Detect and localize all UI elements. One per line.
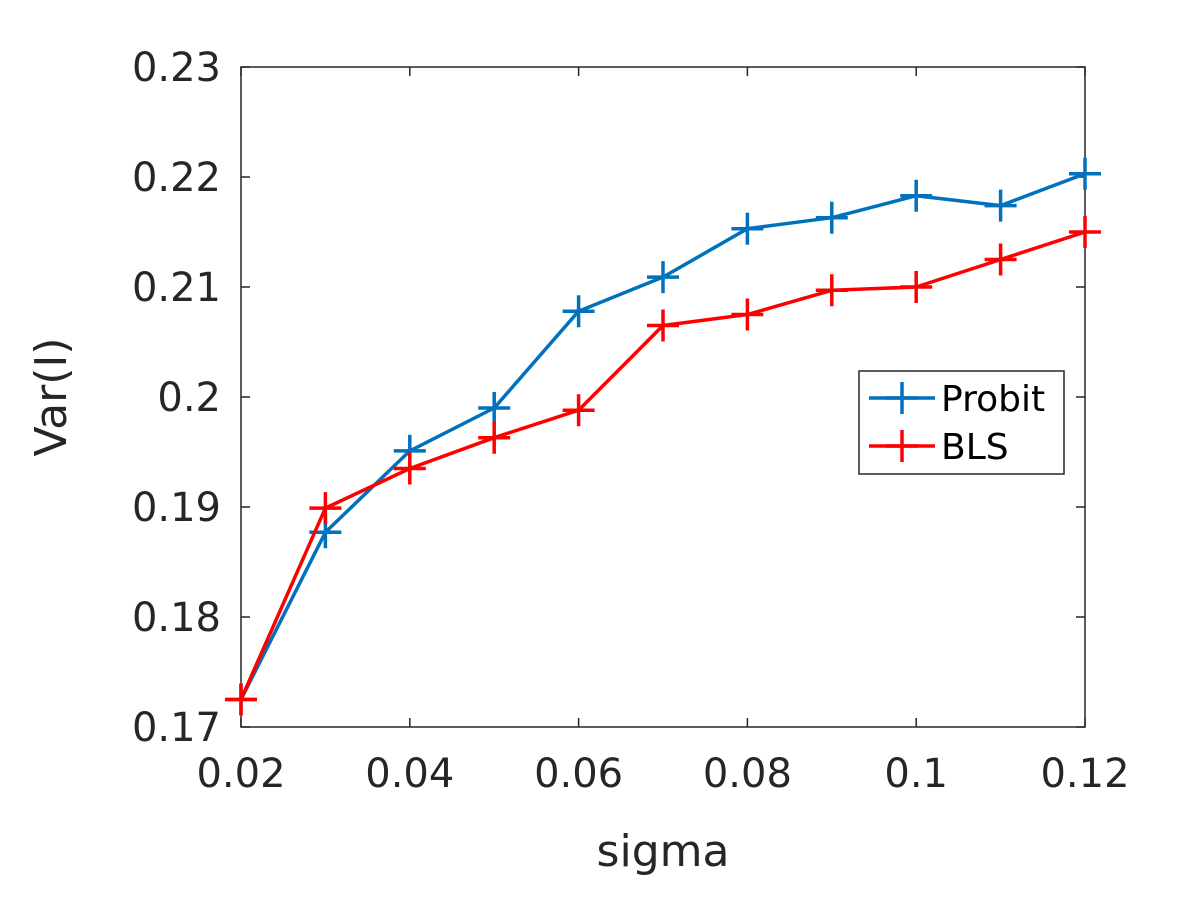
data-point [562,295,595,328]
y-tick-label: 0.22 [132,155,221,201]
data-point [225,683,257,716]
x-tick-label: 0.12 [1040,751,1129,797]
legend-box [858,370,1065,475]
y-tick-label: 0.17 [132,705,221,751]
x-axis: 0.02 0.04 0.06 0.08 0.1 0.12 [196,67,1130,797]
x-axis-title: sigma [597,826,730,877]
legend: Probit BLS [858,370,1065,475]
x-tick-label: 0.08 [703,751,792,797]
x-tick-label: 0.02 [196,751,285,797]
y-axis-title: Var(I) [26,337,77,456]
x-tick-label: 0.04 [365,751,454,797]
data-point [478,421,511,454]
data-point [1069,157,1101,190]
data-point [562,394,595,427]
data-point [984,189,1017,222]
y-axis: 0.17 0.18 0.19 0.2 0.21 0.22 0.23 [132,45,1085,751]
y-tick-label: 0.21 [132,265,221,311]
data-point [900,271,933,303]
series-bls [225,216,1101,716]
y-tick-label: 0.23 [132,45,221,91]
legend-label: BLS [941,427,1009,468]
y-tick-label: 0.19 [132,485,221,531]
legend-marker [886,430,918,462]
legend-item-probit: Probit [869,379,1045,420]
data-point [393,452,426,485]
legend-item-bls: BLS [869,427,1009,468]
data-point [731,298,764,331]
data-point [815,274,848,307]
legend-marker [886,382,918,414]
data-point [815,201,848,234]
y-tick-label: 0.2 [157,375,221,421]
x-tick-label: 0.06 [534,751,623,797]
data-point [647,261,679,294]
data-point [647,309,679,342]
data-point [478,392,511,424]
data-point [1069,216,1101,248]
series-layer [225,157,1101,716]
data-point [309,492,342,525]
legend-label: Probit [941,379,1045,420]
x-tick-label: 0.1 [884,751,948,797]
data-point [731,212,764,245]
y-tick-label: 0.18 [132,595,221,641]
series-probit [225,157,1101,716]
data-point [984,243,1017,276]
data-point [900,179,933,212]
